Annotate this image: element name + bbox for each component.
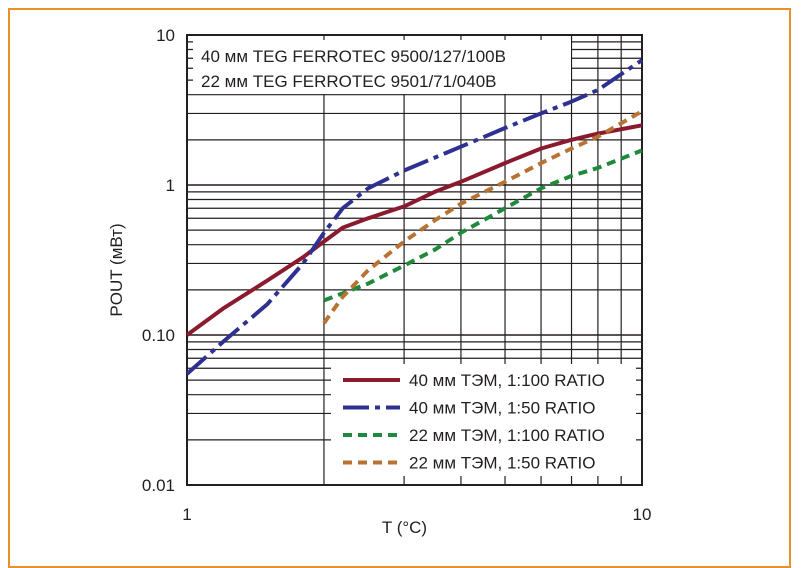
y-tick-label: 1 (166, 176, 175, 195)
annotation-line-1: 40 мм TEG FERROTEC 9500/127/100B (201, 47, 506, 66)
y-tick-label: 0.10 (142, 326, 175, 345)
legend-label-2: 40 мм ТЭМ, 1:50 RATIO (409, 399, 595, 418)
series-line-1 (185, 123, 643, 337)
annotation-box: 40 мм TEG FERROTEC 9500/127/100B 22 мм T… (193, 40, 571, 94)
x-tick-label: 10 (633, 505, 652, 524)
legend-label-1: 40 мм ТЭМ, 1:100 RATIO (409, 371, 605, 390)
axis-ticks: 0.01 0.10 1 10 1 10 (142, 26, 652, 524)
legend: 40 мм ТЭМ, 1:100 RATIO 40 мм ТЭМ, 1:50 RA… (331, 364, 636, 476)
legend-label-3: 22 мм ТЭМ, 1:100 RATIO (409, 426, 605, 445)
y-axis-label: POUT (мВт) (107, 223, 126, 316)
y-tick-label: 10 (156, 26, 175, 45)
x-axis-label: T (°C) (382, 518, 427, 537)
series-line-4 (322, 109, 643, 325)
legend-background (331, 364, 636, 476)
annotation-line-2: 22 мм TEG FERROTEC 9501/71/040B (201, 72, 497, 91)
plot-border (186, 34, 643, 486)
legend-label-4: 22 мм ТЭМ, 1:50 RATIO (409, 454, 595, 473)
y-tick-label: 0.01 (142, 476, 175, 495)
series-line-2 (185, 58, 644, 376)
chart-svg: 40 мм TEG FERROTEC 9500/127/100B 22 мм T… (107, 26, 652, 537)
series-line-3 (323, 148, 643, 303)
series-layer (185, 58, 644, 376)
x-tick-label: 1 (182, 505, 191, 524)
